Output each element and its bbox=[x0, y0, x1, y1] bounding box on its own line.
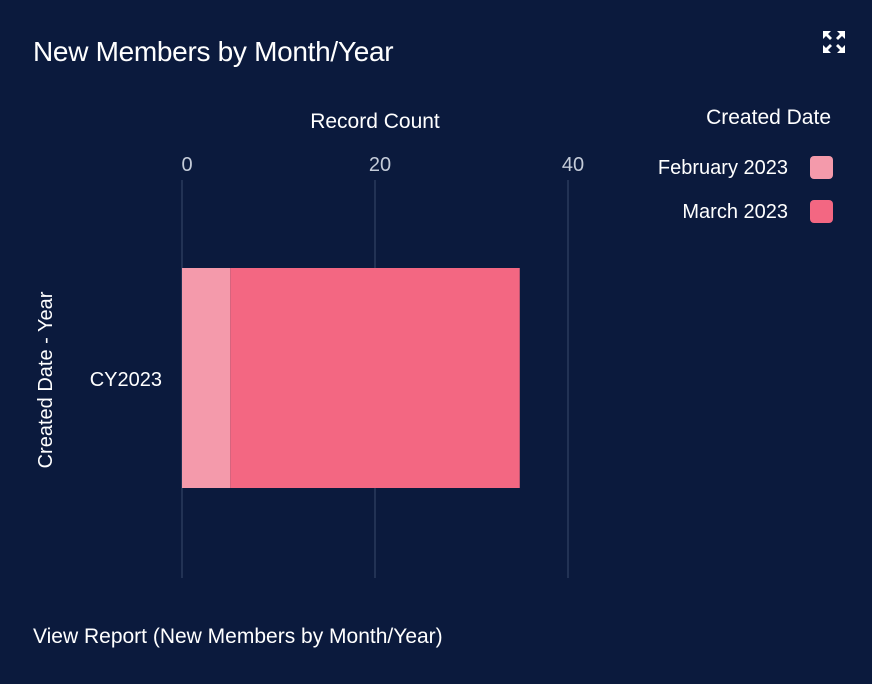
x-tick-label: 40 bbox=[562, 154, 584, 176]
legend-label: February 2023 bbox=[658, 157, 788, 179]
view-report-link[interactable]: View Report (New Members by Month/Year) bbox=[33, 625, 443, 648]
x-axis-label: Record Count bbox=[310, 110, 440, 133]
bar-segment bbox=[182, 268, 231, 488]
dashboard-card-title: New Members by Month/Year bbox=[33, 36, 394, 67]
category-label: CY2023 bbox=[90, 369, 162, 391]
y-axis-label: Created Date - Year bbox=[35, 291, 57, 468]
legend-title: Created Date bbox=[706, 106, 831, 129]
legend-swatch bbox=[810, 200, 833, 223]
legend-swatch bbox=[810, 156, 833, 179]
legend-label: March 2023 bbox=[682, 201, 788, 223]
x-tick-label: 20 bbox=[369, 154, 391, 176]
x-tick-label: 0 bbox=[181, 154, 192, 176]
expand-icon[interactable] bbox=[823, 31, 845, 53]
bar-segment bbox=[230, 268, 520, 488]
